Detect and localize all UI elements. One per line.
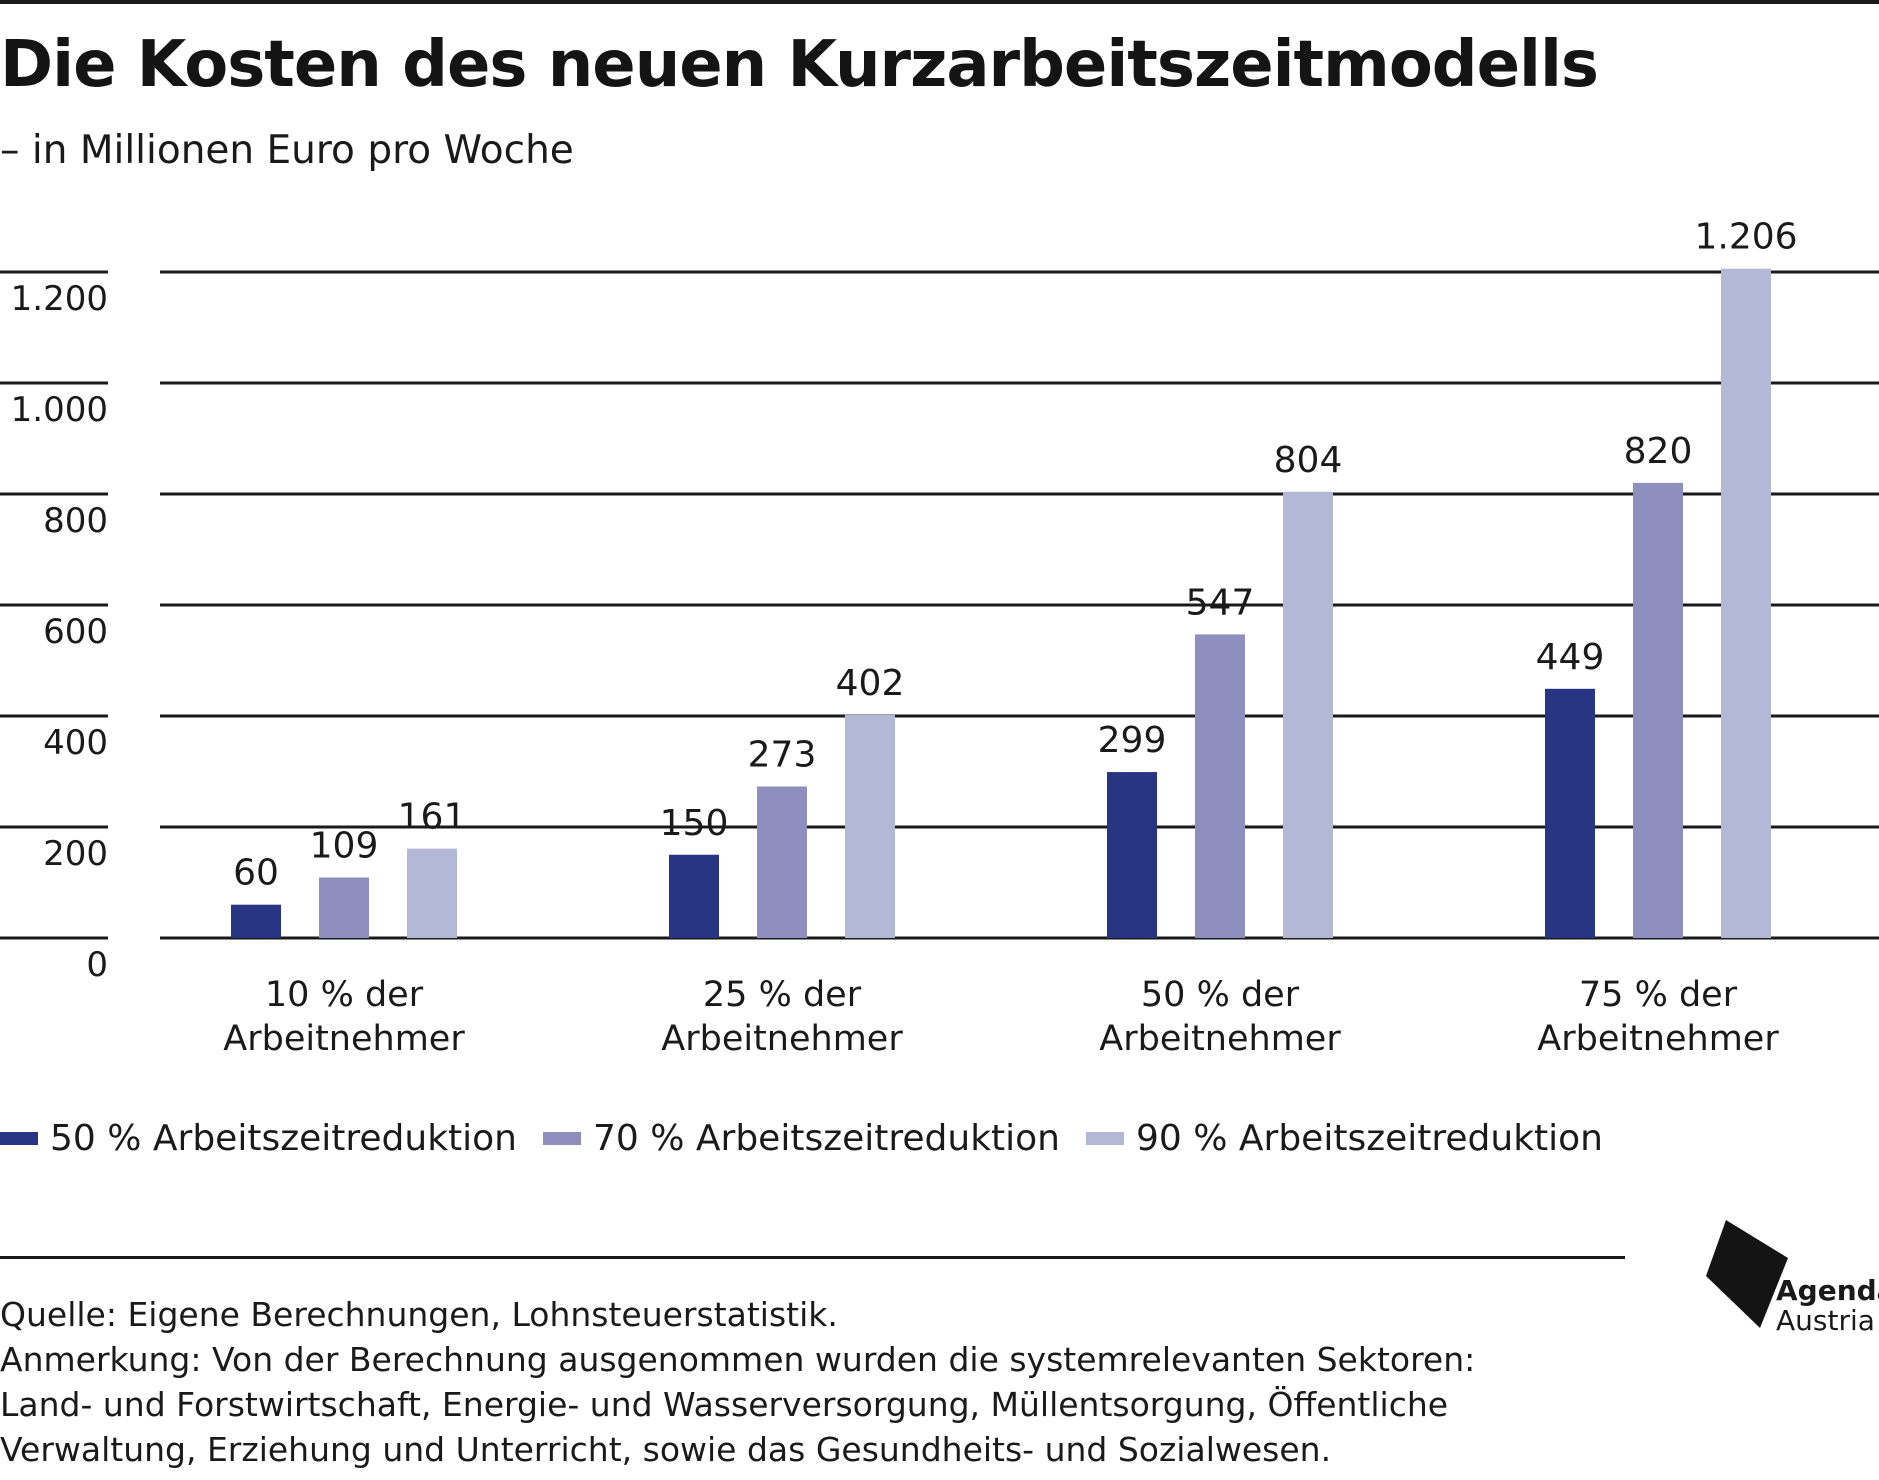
logo-line-1: Agenda: [1776, 1274, 1879, 1307]
note-line-1: Anmerkung: Von der Berechnung ausgenomme…: [0, 1340, 1476, 1379]
data-label: 820: [1624, 431, 1693, 472]
bar: [1633, 482, 1683, 938]
bar: [1107, 772, 1157, 938]
legend-item-50: 50 % Arbeitszeitreduktion: [0, 1118, 517, 1159]
data-label: 150: [660, 803, 729, 844]
x-category-label: Arbeitnehmer: [661, 1019, 903, 1059]
chart-title: Die Kosten des neuen Kurzarbeitszeitmode…: [0, 28, 1599, 102]
x-category-label: 10 % der: [265, 975, 424, 1015]
bar: [845, 714, 895, 938]
y-tick-label: 0: [86, 945, 108, 985]
bar: [1721, 268, 1771, 938]
x-category-label: 75 % der: [1579, 975, 1738, 1015]
bar: [319, 877, 369, 938]
footer-rule: [0, 1256, 1625, 1259]
y-tick-label: 1.200: [11, 279, 108, 319]
y-tick-label: 400: [43, 723, 108, 763]
legend-label-50: 50 % Arbeitszeitreduktion: [50, 1118, 517, 1159]
bar-chart: 0 200 400 600 800 1.000 1.200 60 150 299 449 109 273…: [0, 217, 1879, 1059]
data-label: 547: [1186, 582, 1255, 623]
bar: [1545, 688, 1595, 938]
agenda-austria-logo-icon: [1706, 1220, 1788, 1328]
data-label: 60: [233, 853, 279, 894]
y-tick-label: 1.000: [11, 390, 108, 430]
data-label: 273: [748, 734, 817, 775]
data-label: 299: [1098, 720, 1167, 761]
chart-legend: 50 % Arbeitszeitreduktion 70 % Arbeitsze…: [0, 1118, 1629, 1159]
legend-swatch-70: [543, 1132, 581, 1145]
bar: [407, 848, 457, 938]
logo-text: Agenda Austria: [1776, 1276, 1879, 1336]
x-category-label: Arbeitnehmer: [223, 1019, 465, 1059]
bar: [757, 786, 807, 938]
legend-item-90: 90 % Arbeitszeitreduktion: [1086, 1118, 1603, 1159]
data-label: 449: [1536, 637, 1605, 678]
bar: [1283, 491, 1333, 938]
top-rule: [0, 0, 1879, 4]
y-tick-label: 800: [43, 501, 108, 541]
source-text: Quelle: Eigene Berechnungen, Lohnsteuers…: [0, 1295, 838, 1334]
x-category-label: 25 % der: [703, 975, 862, 1015]
bar: [1195, 634, 1245, 938]
legend-swatch-50: [0, 1132, 38, 1145]
legend-item-70: 70 % Arbeitszeitreduktion: [543, 1118, 1060, 1159]
data-label: 1.206: [1694, 217, 1797, 258]
bar: [231, 904, 281, 938]
note-line-3: Verwaltung, Erziehung und Unterricht, so…: [0, 1430, 1332, 1469]
x-category-label: Arbeitnehmer: [1099, 1019, 1341, 1059]
x-category-label: Arbeitnehmer: [1537, 1019, 1779, 1059]
y-tick-label: 600: [43, 612, 108, 652]
legend-label-90: 90 % Arbeitszeitreduktion: [1136, 1118, 1603, 1159]
bar: [669, 854, 719, 938]
legend-label-70: 70 % Arbeitszeitreduktion: [593, 1118, 1060, 1159]
y-tick-label: 200: [43, 834, 108, 874]
data-label: 804: [1274, 440, 1343, 481]
logo-line-2: Austria: [1776, 1304, 1875, 1337]
x-category-label: 50 % der: [1141, 975, 1300, 1015]
data-label: 402: [836, 663, 905, 704]
footer-notes: Quelle: Eigene Berechnungen, Lohnsteuers…: [0, 1292, 1640, 1472]
data-label: 109: [310, 826, 379, 867]
note-line-2: Land- und Forstwirtschaft, Energie- und …: [0, 1385, 1449, 1424]
chart-subtitle: – in Millionen Euro pro Woche: [0, 128, 574, 173]
legend-swatch-90: [1086, 1132, 1124, 1145]
data-label: 161: [398, 797, 467, 838]
